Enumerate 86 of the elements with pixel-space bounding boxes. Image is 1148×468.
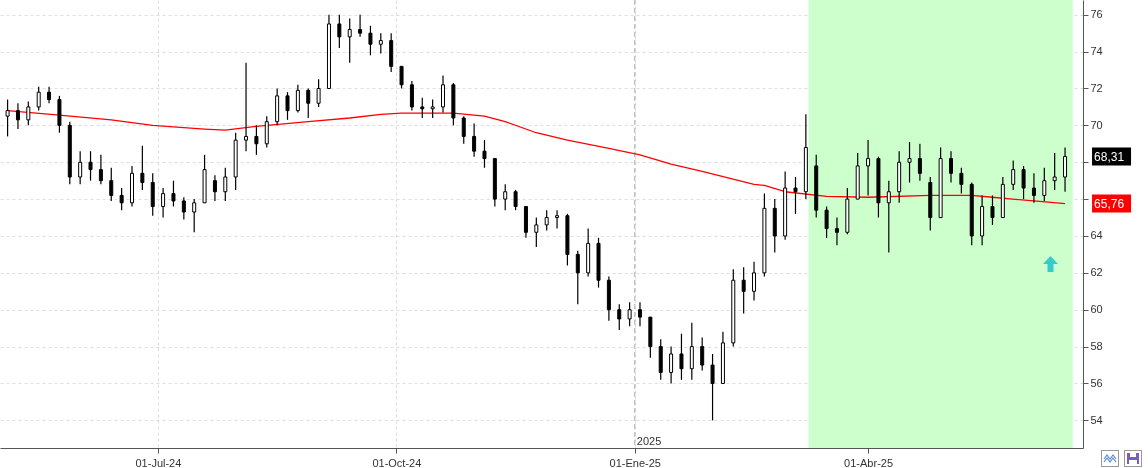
y-tick-label: 54	[1090, 413, 1103, 426]
candlestick	[513, 189, 518, 211]
candlestick	[793, 176, 798, 215]
candlestick	[1031, 172, 1036, 204]
candlestick	[337, 14, 342, 49]
x-tick-label: 01-Ene-25	[609, 456, 661, 468]
y-tick-label: 76	[1090, 8, 1103, 21]
y-tick-label: 70	[1090, 118, 1103, 131]
candlestick	[544, 209, 549, 232]
candlestick	[368, 25, 373, 56]
candlestick	[555, 209, 560, 230]
candlestick	[472, 122, 477, 158]
candlestick	[669, 346, 674, 385]
x-tick-label: 01-Oct-24	[372, 456, 422, 468]
candlestick	[1042, 167, 1047, 202]
candlestick	[285, 91, 290, 121]
candlestick	[627, 301, 632, 327]
candlestick	[378, 32, 383, 55]
candlestick	[949, 150, 953, 184]
candlestick	[192, 198, 197, 233]
candlestick	[109, 167, 114, 202]
candlestick	[358, 14, 363, 38]
candlestick	[88, 150, 93, 182]
candlestick	[430, 98, 435, 119]
candlestick	[26, 100, 31, 126]
candlestick	[409, 80, 414, 112]
candlestick	[5, 98, 10, 138]
candlestick	[306, 87, 311, 119]
candlestick	[420, 97, 425, 119]
candlestick	[575, 250, 580, 305]
candlestick	[347, 17, 352, 64]
candlestick	[1011, 159, 1016, 191]
y-tick-label: 60	[1090, 303, 1103, 316]
candlestick	[482, 139, 487, 169]
candlestick	[1052, 152, 1057, 191]
y-tick-label: 58	[1090, 340, 1103, 353]
y-tick-label: 62	[1090, 266, 1103, 279]
candlestick	[316, 78, 321, 108]
candlestick	[886, 180, 891, 254]
candlestick	[990, 194, 995, 226]
y-tick-label: 56	[1090, 376, 1103, 389]
candlestick	[741, 266, 746, 315]
ref-line-label: 2025	[636, 435, 662, 447]
candlestick	[264, 115, 269, 149]
candlestick	[1021, 165, 1026, 200]
candlestick	[98, 154, 103, 185]
candlestick	[617, 303, 622, 331]
y-tick-label: 64	[1090, 229, 1103, 242]
candlestick	[254, 124, 259, 156]
candlestick	[15, 102, 20, 130]
annotation: 68,31	[1094, 149, 1125, 164]
candlestick	[212, 174, 217, 202]
candlestick	[181, 196, 186, 220]
candlestick	[824, 205, 829, 239]
candlestick	[689, 322, 694, 381]
candlestick	[399, 65, 404, 90]
candlestick	[917, 143, 922, 182]
y-tick-label: 74	[1090, 45, 1103, 58]
candlestick	[441, 74, 446, 114]
candlestick	[171, 180, 176, 208]
candlestick	[752, 261, 757, 302]
candlestick	[78, 150, 83, 185]
x-tick-label: 01-Jul-24	[135, 456, 182, 468]
candlestick	[244, 62, 249, 152]
candlestick	[119, 187, 124, 211]
candlestick	[503, 183, 508, 211]
y-tick-label: 72	[1090, 81, 1103, 94]
candlestick	[161, 187, 166, 219]
candlestick	[959, 167, 964, 195]
candlestick	[700, 336, 705, 372]
candlestick	[534, 216, 539, 248]
candlestick	[1063, 146, 1068, 193]
candlestick	[295, 84, 300, 114]
candlestick	[866, 139, 871, 197]
candlestick	[679, 333, 684, 381]
annotation: 65,76	[1094, 196, 1125, 211]
candlestick	[461, 115, 466, 145]
candlestick	[834, 216, 839, 246]
candlestick	[150, 172, 155, 217]
candlestick	[710, 353, 715, 421]
x-tick-label: 01-Abr-25	[844, 456, 894, 468]
candlestick	[223, 167, 228, 202]
candlestick	[36, 86, 41, 112]
candlestick	[140, 145, 145, 191]
candlestick	[637, 301, 642, 327]
candlestick	[907, 141, 912, 184]
